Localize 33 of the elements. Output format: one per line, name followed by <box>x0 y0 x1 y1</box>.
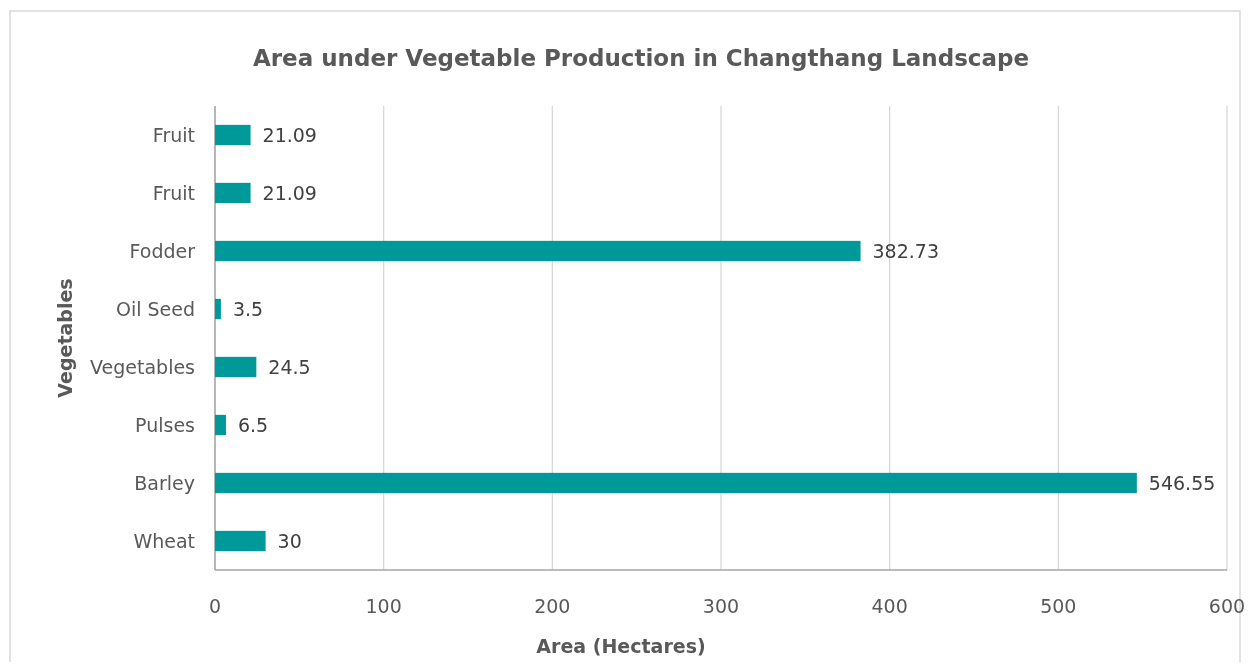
x-tick-label: 500 <box>1040 594 1077 617</box>
x-tick-label: 400 <box>871 594 908 617</box>
data-label: 3.5 <box>232 297 264 320</box>
y-tick-label: Wheat <box>133 529 195 552</box>
bar <box>215 414 226 436</box>
y-tick-label: Vegetables <box>90 355 195 378</box>
y-tick-label: Oil Seed <box>115 297 195 320</box>
y-tick-label: Fruit <box>152 123 195 146</box>
data-label: 21.09 <box>262 123 317 146</box>
x-tick-label: 100 <box>365 594 402 617</box>
x-tick-label: 300 <box>702 594 740 617</box>
bar <box>215 298 221 320</box>
data-label: 382.73 <box>872 239 940 262</box>
y-tick-label: Fruit <box>152 181 195 204</box>
bar <box>215 124 251 146</box>
bar <box>215 530 266 552</box>
bar <box>215 472 1137 494</box>
data-label: 30 <box>277 529 302 552</box>
y-tick-label: Barley <box>134 471 195 494</box>
bar <box>215 240 861 262</box>
x-axis-title: Area (Hectares) <box>536 634 706 657</box>
x-tick-label: 600 <box>1208 594 1246 617</box>
bar <box>215 182 251 204</box>
chart-title: Area under Vegetable Production in Changthang Landscape <box>252 45 1030 72</box>
x-tick-label: 0 <box>208 594 222 617</box>
data-label: 24.5 <box>268 355 311 378</box>
data-label: 21.09 <box>262 181 317 204</box>
y-tick-label: Fodder <box>129 239 196 262</box>
data-label: 6.5 <box>237 413 269 436</box>
bar <box>215 356 257 378</box>
x-tick-label: 200 <box>534 594 571 617</box>
y-tick-label: Pulses <box>135 413 195 436</box>
data-label: 546.55 <box>1148 471 1216 494</box>
